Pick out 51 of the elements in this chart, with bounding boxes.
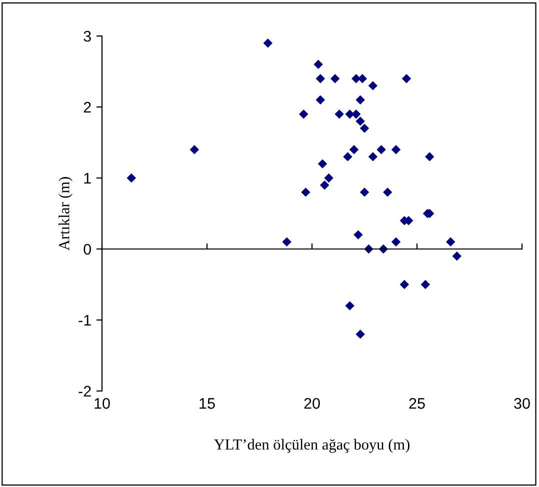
point (368, 81, 378, 90)
point (314, 60, 323, 70)
point (349, 144, 359, 154)
point (301, 188, 310, 197)
point (263, 38, 273, 48)
y-axis-title: Artıklar (m) (58, 177, 72, 250)
point (400, 280, 410, 290)
point (354, 230, 363, 240)
point (360, 124, 370, 133)
point (126, 173, 136, 183)
point (360, 188, 370, 197)
point (318, 159, 328, 168)
point (368, 152, 378, 162)
point (345, 109, 354, 119)
point (446, 237, 456, 247)
point (391, 144, 401, 154)
x-tick-label: 25 (409, 398, 425, 409)
point (376, 144, 386, 154)
y-tick-label: 3 (84, 30, 91, 42)
y-tick-label: 2 (84, 102, 91, 113)
point (420, 280, 430, 290)
x-tick-label: 30 (514, 398, 530, 409)
point (282, 237, 292, 247)
y-tick-label: 0 (84, 244, 91, 255)
y-tick-label: 1 (84, 173, 91, 184)
point (356, 330, 365, 339)
point (334, 109, 344, 119)
point (345, 301, 354, 310)
point (190, 144, 200, 154)
point (316, 74, 326, 84)
point (402, 74, 412, 84)
y-tick-label: -2 (78, 386, 91, 397)
point (356, 95, 365, 105)
point (358, 74, 368, 84)
point (452, 251, 462, 261)
point (356, 116, 365, 126)
point (324, 173, 334, 183)
point (298, 109, 308, 119)
point (391, 237, 401, 247)
point (330, 74, 340, 84)
point (424, 152, 434, 162)
x-tick-label: 10 (94, 398, 110, 409)
y-tick-label: -1 (78, 315, 91, 326)
point (382, 188, 392, 197)
point (316, 95, 326, 105)
x-tick-label: 20 (304, 398, 320, 409)
x-tick-label: 15 (200, 398, 215, 409)
point (320, 180, 330, 190)
x-axis-title: YLT’den ölçülen ağaç boyu (m) (214, 438, 410, 453)
point (351, 109, 361, 119)
point (343, 152, 352, 162)
